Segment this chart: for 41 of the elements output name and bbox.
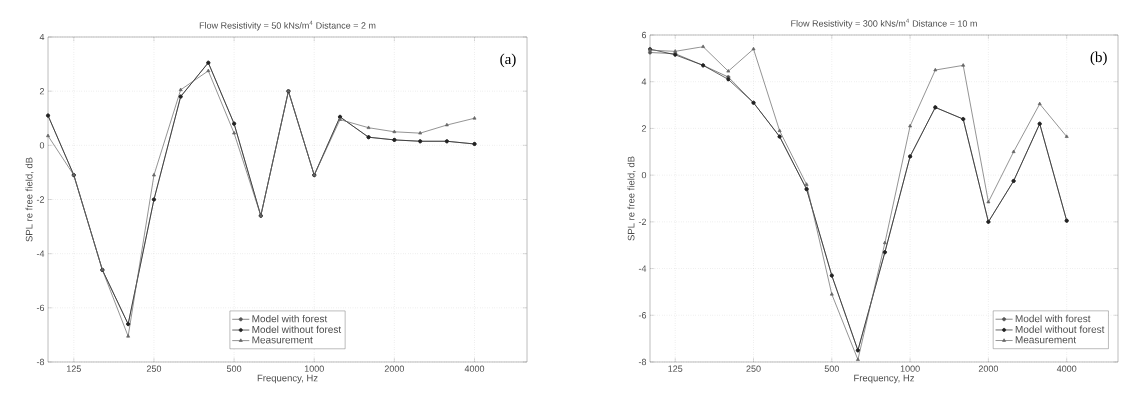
x-tick-label: 250 bbox=[746, 365, 761, 372]
y-tick-label: 6 bbox=[641, 31, 647, 39]
annotation: (a) bbox=[500, 53, 516, 68]
y-tick-label: 4 bbox=[39, 33, 45, 41]
x-tick-label: 500 bbox=[824, 365, 839, 372]
x-axis-title: Frequency, Hz bbox=[854, 374, 915, 384]
x-tick-label: 500 bbox=[226, 365, 242, 372]
y-tick-label: -6 bbox=[36, 304, 45, 312]
y-tick-label: -8 bbox=[36, 358, 45, 366]
x-axis-title: Frequency, Hz bbox=[257, 374, 318, 384]
y-tick-label: -4 bbox=[36, 250, 45, 257]
chart-title: Flow Resistivity = 300 kNs/m$^{4}$ Distance = 10 m bbox=[791, 18, 977, 29]
legend-label: Measurement bbox=[1015, 336, 1077, 344]
x-tick-label: 2000 bbox=[384, 365, 405, 372]
legend-label: Model without forest bbox=[252, 325, 342, 333]
x-tick-label: 1000 bbox=[304, 365, 324, 372]
y-tick-label: 4 bbox=[641, 78, 647, 85]
y-tick-label: 0 bbox=[641, 171, 647, 179]
x-tick-label: 2000 bbox=[978, 365, 999, 372]
y-tick-label: -8 bbox=[638, 358, 647, 366]
y-tick-label: -2 bbox=[638, 218, 647, 225]
y-tick-label: -6 bbox=[638, 312, 647, 319]
legend-label: Measurement bbox=[252, 336, 313, 344]
x-tick-label: 4000 bbox=[464, 365, 485, 372]
y-tick-label: 2 bbox=[39, 88, 45, 95]
x-tick-label: 250 bbox=[146, 365, 162, 372]
y-tick-label: 0 bbox=[39, 142, 45, 149]
y-tick-label: -4 bbox=[638, 265, 647, 272]
y-axis-title: SPL re free field, dB bbox=[627, 156, 636, 241]
legend-label: Model with forest bbox=[252, 314, 328, 323]
annotation: (b) bbox=[1090, 51, 1107, 66]
y-tick-label: -2 bbox=[36, 196, 45, 203]
y-tick-label: 2 bbox=[641, 125, 647, 132]
x-tick-label: 1000 bbox=[900, 365, 920, 372]
x-tick-label: 4000 bbox=[1056, 365, 1077, 372]
y-axis-title: SPL re free field, dB bbox=[25, 157, 34, 242]
x-tick-label: 125 bbox=[67, 365, 81, 372]
chart-title: Flow Resistivity = 50 kNs/m$^{4}$ Distance = 2 m bbox=[199, 20, 376, 31]
legend-label: Model with forest bbox=[1015, 314, 1091, 323]
x-tick-label: 125 bbox=[668, 365, 683, 372]
legend-label: Model without forest bbox=[1015, 325, 1105, 333]
